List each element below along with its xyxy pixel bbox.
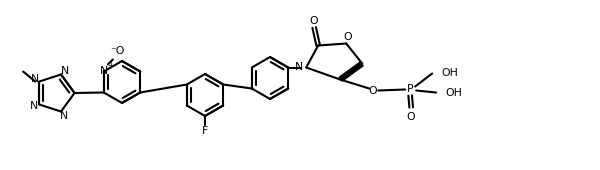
Text: OH: OH [441, 67, 458, 78]
Text: O: O [369, 86, 377, 96]
Text: N: N [30, 101, 38, 112]
Text: +: + [107, 61, 114, 70]
Text: P: P [407, 84, 413, 95]
Text: ⁻O: ⁻O [110, 47, 125, 56]
Text: N: N [100, 66, 108, 76]
Text: N: N [295, 62, 304, 72]
Text: N: N [31, 74, 40, 83]
Text: OH: OH [445, 89, 462, 98]
Text: N: N [61, 66, 69, 76]
Text: F: F [202, 126, 208, 136]
Text: O: O [407, 113, 415, 123]
Text: O: O [344, 32, 352, 42]
Text: O: O [310, 15, 319, 26]
Text: N: N [60, 110, 68, 121]
